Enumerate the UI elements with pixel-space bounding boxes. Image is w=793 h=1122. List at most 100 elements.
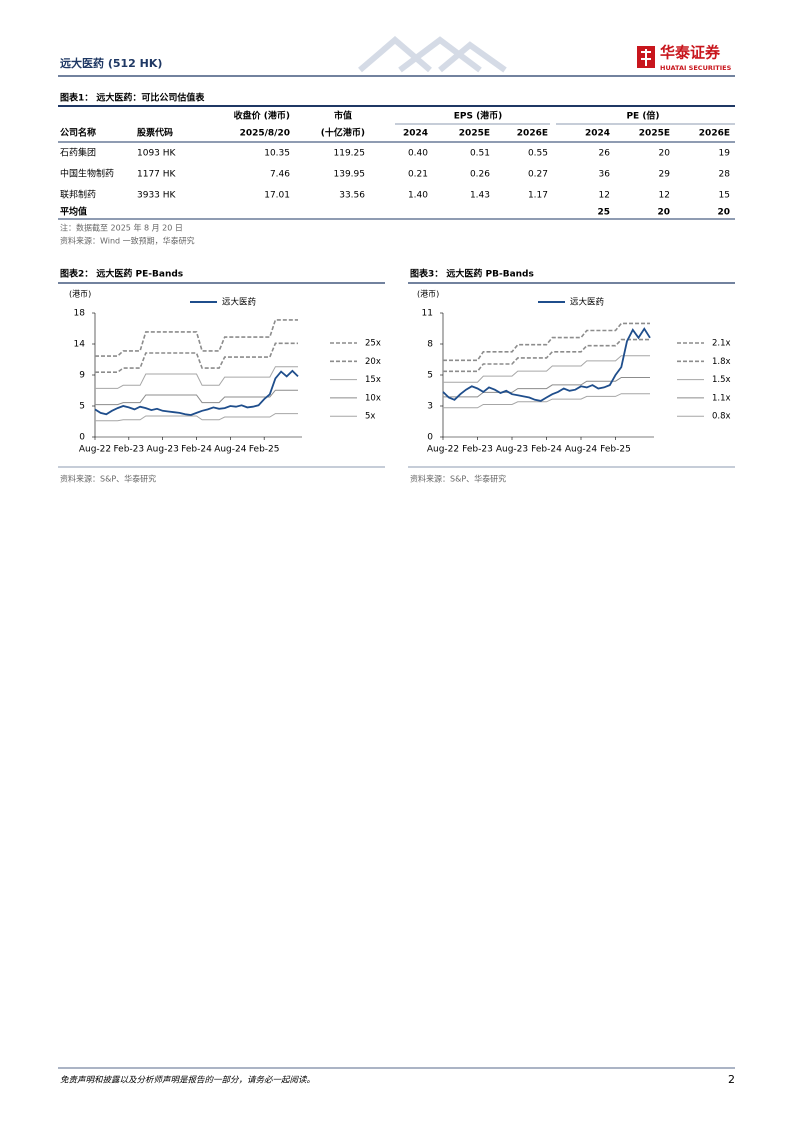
table-cell: 20	[659, 149, 671, 159]
table-note: 资料来源：Wind 一致预期，华泰研究	[60, 236, 195, 246]
legend-label: 15x	[365, 375, 381, 385]
legend-label: 2.1x	[712, 339, 731, 349]
y-tick-label: 3	[427, 402, 433, 412]
column-header: 2025E	[639, 129, 670, 139]
legend-label: 远大医药	[222, 297, 256, 308]
x-tick-label: Feb-23	[462, 445, 493, 455]
group-header: PE (倍)	[626, 110, 659, 122]
table-cell: 19	[719, 149, 731, 159]
x-tick-label: Aug-24	[214, 445, 247, 455]
table-cell: 1.40	[408, 191, 428, 201]
table-cell: 联邦制药	[60, 189, 96, 201]
band-line	[443, 338, 650, 373]
chart-source: 资料来源：S&P、华泰研究	[410, 474, 506, 484]
table-cell: 1177 HK	[137, 170, 177, 180]
y-tick-label: 5	[427, 371, 433, 381]
x-tick-label: Feb-24	[531, 445, 562, 455]
header-decoration	[358, 36, 507, 73]
group-header: 收盘价 (港币)	[234, 110, 290, 122]
y-tick-label: 0	[79, 433, 85, 443]
column-header: 2024	[403, 129, 428, 139]
table-cell: 29	[659, 170, 671, 180]
legend-label: 1.8x	[712, 357, 731, 367]
x-tick-label: Feb-23	[114, 445, 145, 455]
chart-source: 资料来源：S&P、华泰研究	[60, 474, 156, 484]
y-tick-label: 18	[74, 309, 86, 319]
table-cell: 0.51	[470, 149, 490, 159]
column-header: 2025/8/20	[240, 129, 290, 139]
column-header: 股票代码	[137, 127, 173, 139]
band-line	[443, 322, 650, 362]
chart-title: 图表3： 远大医药 PB-Bands	[410, 268, 534, 280]
table-cell: 7.46	[270, 170, 290, 180]
disclaimer: 免责声明和披露以及分析师声明是报告的一部分，请务必一起阅读。	[60, 1075, 315, 1086]
legend-label: 0.8x	[712, 412, 731, 422]
legend-label: 远大医药	[570, 297, 604, 308]
x-tick-label: Aug-22	[79, 445, 111, 455]
table-title: 图表1： 远大医药：可比公司估值表	[60, 92, 205, 104]
x-tick-label: Aug-24	[565, 445, 598, 455]
band-line	[95, 342, 298, 373]
y-axis-label: (港币)	[417, 289, 439, 299]
table-cell: 0.26	[470, 170, 490, 180]
column-header: 2025E	[459, 129, 490, 139]
average-cell: 20	[717, 208, 730, 218]
y-tick-label: 5	[79, 402, 85, 412]
table-note: 注：数据截至 2025 年 8 月 20 日	[60, 223, 183, 233]
average-cell: 20	[657, 208, 670, 218]
table-cell: 石药集团	[60, 147, 96, 159]
table-cell: 中国生物制药	[60, 168, 114, 180]
table-cell: 0.55	[528, 149, 548, 159]
legend-label: 25x	[365, 339, 381, 349]
y-tick-label: 14	[74, 340, 86, 350]
report-title: 远大医药 (512 HK)	[60, 56, 162, 70]
table-cell: 28	[719, 170, 731, 180]
column-header: 2026E	[517, 129, 548, 139]
logo-text: 华泰证券	[660, 44, 721, 62]
band-line	[443, 355, 650, 383]
group-header: 市值	[334, 110, 352, 122]
logo-english: HUATAI SECURITIES	[660, 64, 732, 72]
x-tick-label: Feb-25	[249, 445, 280, 455]
band-line	[443, 393, 650, 409]
table-cell: 33.56	[339, 191, 365, 201]
band-line	[95, 319, 298, 357]
average-label: 平均值	[60, 206, 87, 218]
x-tick-label: Feb-24	[181, 445, 212, 455]
band-line	[95, 413, 298, 422]
x-tick-label: Aug-23	[147, 445, 179, 455]
group-header: EPS (港币)	[454, 110, 503, 122]
y-tick-label: 11	[422, 309, 433, 319]
table-cell: 1093 HK	[137, 149, 177, 159]
chart-title: 图表2： 远大医药 PE-Bands	[60, 268, 183, 280]
table-cell: 12	[659, 191, 670, 201]
table-cell: 0.40	[408, 149, 428, 159]
table-cell: 0.27	[528, 170, 548, 180]
valuation-table: 图表1： 远大医药：可比公司估值表	[58, 92, 735, 220]
legend-label: 20x	[365, 357, 381, 367]
footer: 免责声明和披露以及分析师声明是报告的一部分，请务必一起阅读。 2	[58, 1067, 735, 1086]
legend-label: 10x	[365, 393, 381, 403]
legend-label: 1.5x	[712, 375, 731, 385]
x-tick-label: Feb-25	[600, 445, 631, 455]
table-cell: 3933 HK	[137, 191, 177, 201]
band-line	[443, 377, 650, 398]
header: 远大医药 (512 HK) 华泰证券 HUATAI SECURITIES	[58, 36, 735, 77]
table-cell: 1.17	[528, 191, 548, 201]
column-header: (十亿港币)	[321, 127, 365, 139]
y-tick-label: 9	[79, 371, 85, 381]
table-cell: 1.43	[470, 191, 490, 201]
y-tick-label: 0	[427, 433, 433, 443]
y-axis-label: (港币)	[69, 289, 91, 299]
column-header: 2026E	[699, 129, 730, 139]
page-number: 2	[728, 1073, 735, 1086]
table-cell: 10.35	[264, 149, 290, 159]
table-cell: 26	[599, 149, 611, 159]
y-tick-label: 8	[427, 340, 433, 350]
chart: 图表3： 远大医药 PB-Bands (港币) 0 3 5 8 11 Aug-22 Feb-23…	[408, 268, 735, 484]
price-line	[94, 369, 299, 416]
column-header: 公司名称	[60, 127, 96, 139]
